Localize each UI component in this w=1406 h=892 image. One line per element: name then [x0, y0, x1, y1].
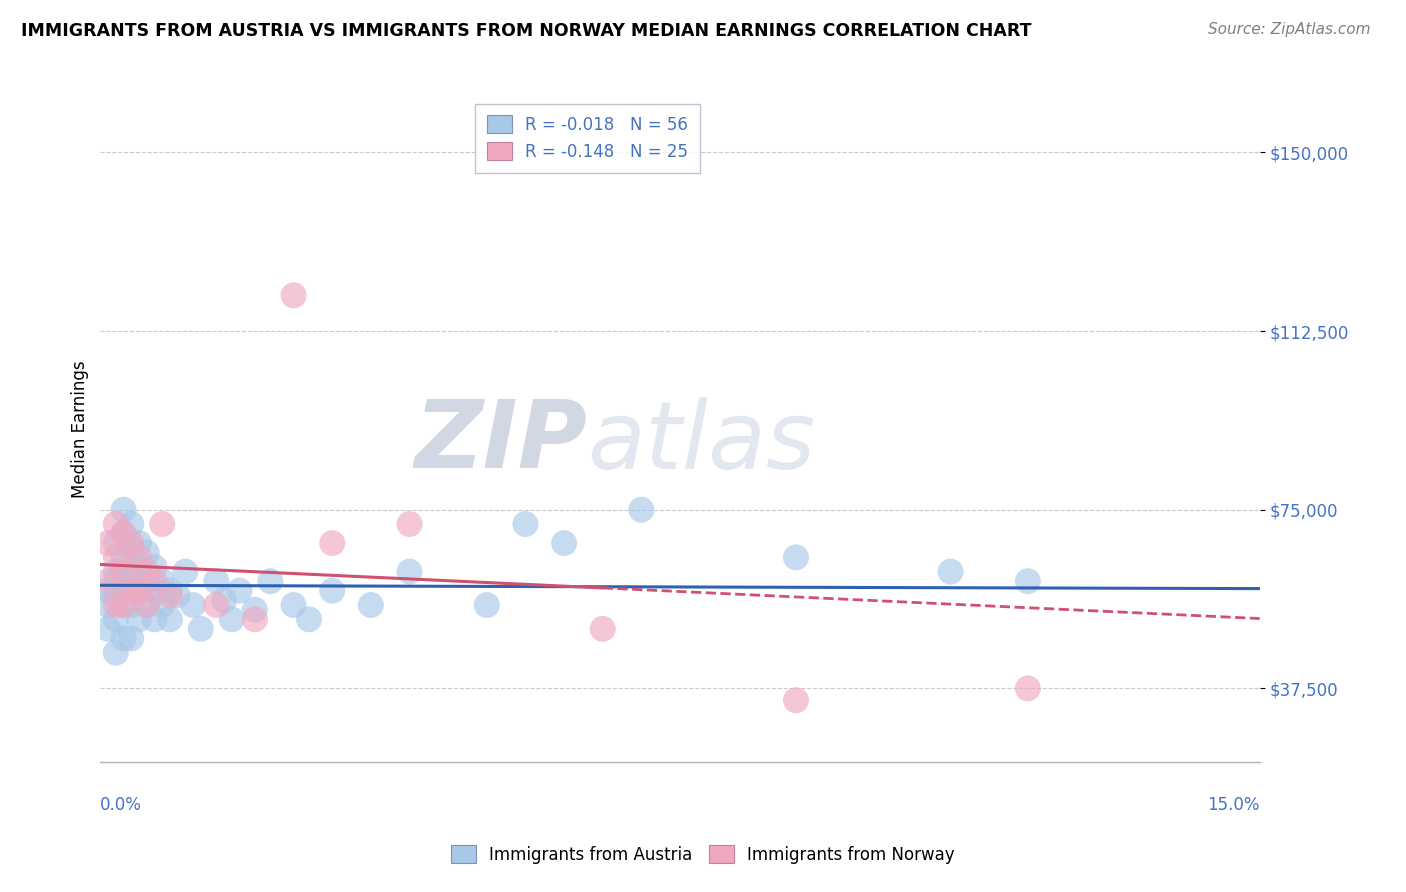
Point: [475, 598, 498, 612]
Point: [143, 612, 166, 626]
Point: [592, 622, 614, 636]
Point: [120, 583, 142, 598]
Point: [283, 288, 305, 302]
Point: [112, 502, 135, 516]
Point: [97, 622, 120, 636]
Point: [360, 598, 382, 612]
Point: [128, 612, 150, 626]
Point: [104, 536, 127, 550]
Point: [104, 646, 127, 660]
Legend: R = -0.018   N = 56, R = -0.148   N = 25: R = -0.018 N = 56, R = -0.148 N = 25: [475, 103, 700, 173]
Text: 0.0%: 0.0%: [100, 796, 142, 814]
Point: [135, 565, 157, 579]
Point: [221, 612, 243, 626]
Text: IMMIGRANTS FROM AUSTRIA VS IMMIGRANTS FROM NORWAY MEDIAN EARNINGS CORRELATION CH: IMMIGRANTS FROM AUSTRIA VS IMMIGRANTS FR…: [21, 22, 1032, 40]
Point: [181, 598, 204, 612]
Point: [166, 589, 188, 603]
Point: [321, 583, 343, 598]
Point: [259, 574, 281, 589]
Point: [143, 560, 166, 574]
Point: [135, 574, 157, 589]
Point: [120, 541, 142, 555]
Point: [630, 502, 652, 516]
Point: [112, 632, 135, 646]
Point: [120, 516, 142, 531]
Point: [97, 583, 120, 598]
Point: [128, 550, 150, 565]
Point: [128, 583, 150, 598]
Point: [135, 546, 157, 560]
Point: [97, 574, 120, 589]
Point: [97, 536, 120, 550]
Point: [785, 550, 807, 565]
Point: [150, 574, 173, 589]
Point: [398, 565, 420, 579]
Point: [205, 574, 228, 589]
Point: [120, 632, 142, 646]
Point: [150, 598, 173, 612]
Point: [112, 574, 135, 589]
Point: [150, 516, 173, 531]
Text: Source: ZipAtlas.com: Source: ZipAtlas.com: [1208, 22, 1371, 37]
Point: [212, 593, 235, 607]
Point: [104, 598, 127, 612]
Point: [515, 516, 537, 531]
Point: [104, 589, 127, 603]
Text: atlas: atlas: [588, 397, 815, 488]
Point: [243, 603, 266, 617]
Point: [104, 565, 127, 579]
Point: [112, 598, 135, 612]
Point: [104, 516, 127, 531]
Point: [298, 612, 321, 626]
Point: [398, 516, 420, 531]
Point: [1017, 574, 1039, 589]
Point: [97, 598, 120, 612]
Point: [104, 550, 127, 565]
Point: [939, 565, 962, 579]
Point: [135, 598, 157, 612]
Point: [159, 583, 181, 598]
Point: [128, 583, 150, 598]
Point: [143, 574, 166, 589]
Text: 15.0%: 15.0%: [1208, 796, 1260, 814]
Point: [553, 536, 575, 550]
Point: [112, 550, 135, 565]
Point: [112, 526, 135, 541]
Point: [205, 598, 228, 612]
Point: [104, 612, 127, 626]
Point: [243, 612, 266, 626]
Point: [128, 536, 150, 550]
Point: [143, 583, 166, 598]
Legend: Immigrants from Austria, Immigrants from Norway: Immigrants from Austria, Immigrants from…: [444, 838, 962, 871]
Point: [120, 565, 142, 579]
Point: [785, 693, 807, 707]
Point: [112, 565, 135, 579]
Point: [112, 526, 135, 541]
Point: [112, 598, 135, 612]
Point: [120, 598, 142, 612]
Point: [283, 598, 305, 612]
Y-axis label: Median Earnings: Median Earnings: [72, 360, 89, 498]
Text: ZIP: ZIP: [415, 396, 588, 488]
Point: [120, 536, 142, 550]
Point: [321, 536, 343, 550]
Point: [128, 560, 150, 574]
Point: [190, 622, 212, 636]
Point: [174, 565, 197, 579]
Point: [159, 612, 181, 626]
Point: [104, 574, 127, 589]
Point: [135, 598, 157, 612]
Point: [159, 589, 181, 603]
Point: [228, 583, 250, 598]
Point: [1017, 681, 1039, 696]
